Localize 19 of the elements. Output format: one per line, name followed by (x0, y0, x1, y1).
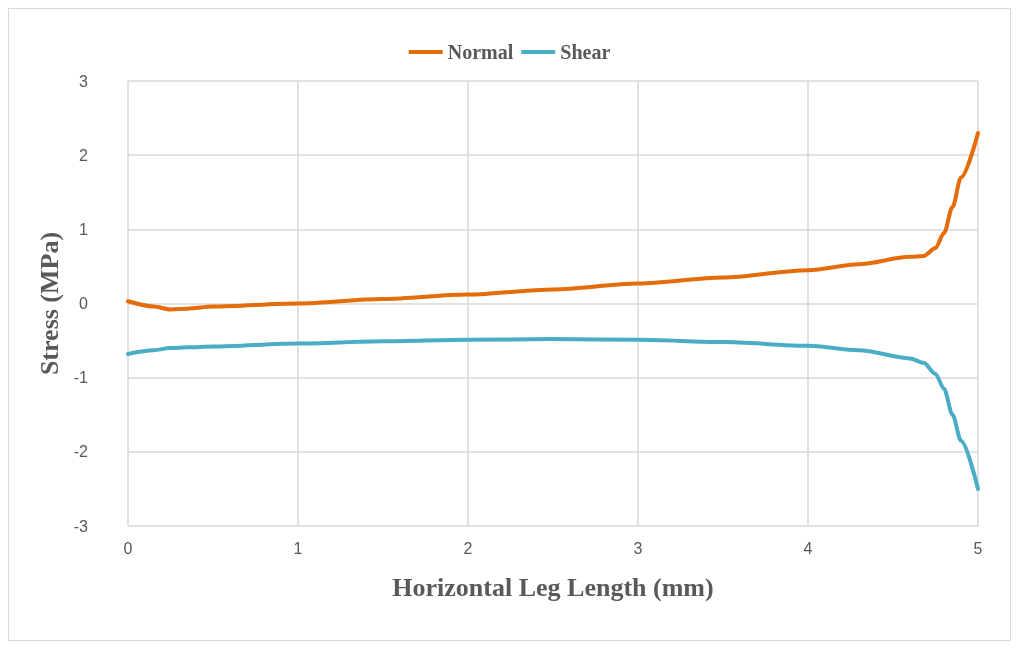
x-axis-title: Horizontal Leg Length (mm) (392, 572, 714, 602)
y-tick-label: 3 (79, 72, 89, 90)
y-tick-label: -2 (73, 443, 89, 461)
y-axis-title: Stress (MPa) (35, 231, 65, 376)
line-series (126, 337, 980, 491)
legend-label: Shear (560, 41, 611, 63)
x-tick-label: 2 (463, 539, 473, 557)
line-series (126, 130, 980, 312)
legend-label: Normal (447, 41, 514, 63)
x-tick-label: 4 (803, 539, 813, 557)
x-tick-label: 0 (123, 539, 133, 557)
y-tick-label: 2 (79, 146, 89, 164)
y-tick-label: -1 (73, 369, 89, 387)
y-tick-label: -3 (73, 517, 89, 535)
x-tick-label: 5 (973, 539, 983, 557)
y-tick-label: 0 (79, 295, 89, 312)
x-tick-label: 1 (293, 539, 303, 557)
x-tick-label: 3 (633, 539, 643, 557)
y-tick-label: 1 (79, 220, 89, 238)
